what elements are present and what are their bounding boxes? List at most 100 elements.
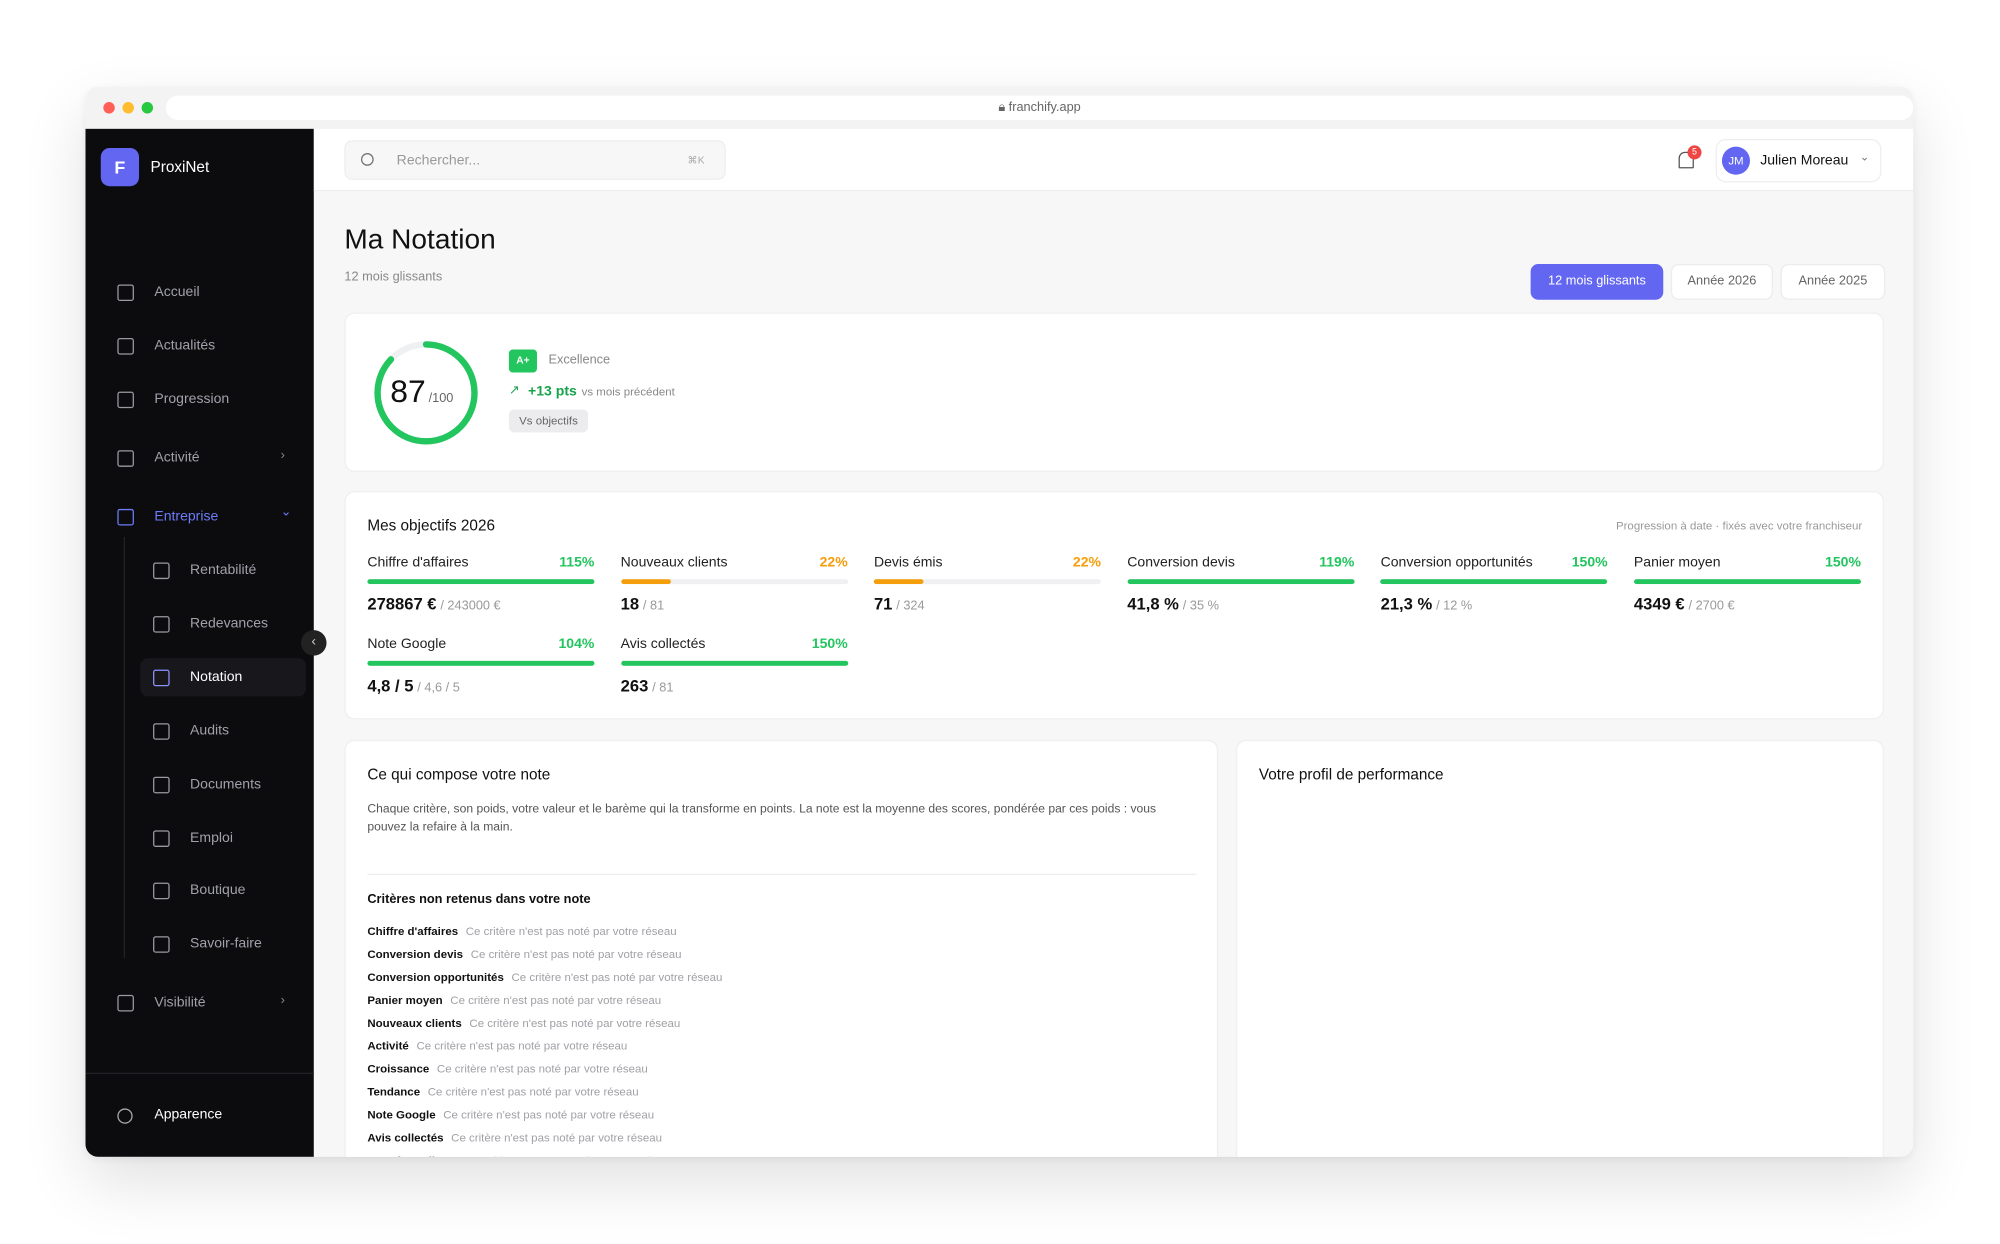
criterion: Croissance Ce critère n'est pas noté par … [367, 1056, 647, 1079]
objective-value: 18/ 81 [621, 594, 665, 613]
nav-item[interactable]: Documents [190, 776, 262, 793]
objective-progress: 104% [558, 636, 595, 652]
chevron: ⌄ [1859, 150, 1870, 164]
progress-track [620, 579, 848, 585]
target: / 4,6 / 5 [417, 681, 460, 696]
nav-item[interactable]: Visibilité [154, 994, 206, 1011]
value: 4349 € [1633, 594, 1685, 614]
divider [85, 1072, 314, 1074]
objective-name: Avis collectés [620, 636, 706, 652]
nav-item[interactable]: Notation [190, 669, 243, 685]
min-dot[interactable] [122, 102, 134, 114]
nav-item[interactable]: Entreprise [154, 508, 219, 525]
nav-item[interactable]: Redevances [190, 616, 269, 632]
max-dot[interactable] [141, 102, 154, 114]
nav-icon [117, 994, 134, 1012]
nav-item[interactable]: Accueil [154, 284, 200, 300]
progress-bar [367, 579, 595, 585]
active-bg [140, 658, 307, 697]
progress-track [873, 579, 1102, 585]
criterion-name: Conversion opportunités [367, 970, 504, 984]
nav-item[interactable]: Activité [154, 450, 200, 466]
nav-icon [117, 338, 134, 355]
profile-title: Votre profil de performance [1258, 765, 1444, 784]
compare-chip[interactable]: Vs objectifs [508, 409, 589, 433]
objective-value: 21,3 %/ 12 % [1381, 594, 1473, 613]
objective-value: 41,8 %/ 35 % [1127, 594, 1219, 613]
progress-track [1127, 579, 1355, 585]
nav-item[interactable]: Audits [190, 723, 230, 739]
target: / 81 [652, 681, 674, 696]
target: / 2700 € [1688, 599, 1735, 614]
ring-arc [374, 341, 478, 445]
criterion-note: Ce critère n'est pas noté par votre rése… [469, 1016, 681, 1030]
chevron: ⌄ [280, 505, 292, 520]
progress-track [620, 660, 848, 666]
nav-item[interactable]: Progression [154, 391, 230, 407]
period-tab[interactable]: Année 2026 [1670, 264, 1773, 300]
nav-item[interactable]: Rentabilité [190, 562, 257, 578]
page-subtitle: 12 mois glissants [344, 270, 443, 285]
criterion-note: Ce critère n'est pas noté par votre rése… [451, 1131, 663, 1145]
objective-value: 4349 €/ 2700 € [1634, 594, 1735, 613]
progress-bar [873, 579, 924, 585]
objective-progress: 22% [1072, 554, 1102, 571]
score-scale: /100 [428, 391, 454, 406]
criterion: Note Google Ce critère n'est pas noté par… [367, 1102, 654, 1125]
brand: ProxiNet [150, 158, 210, 177]
progress-track [1633, 579, 1861, 585]
nav-item[interactable]: Boutique [190, 882, 246, 898]
criterion-name: Nouveaux clients [367, 1016, 462, 1030]
progress-bar [620, 660, 848, 666]
period-tab[interactable]: Année 2025 [1780, 264, 1886, 300]
objective-name: Conversion opportunités [1380, 554, 1533, 571]
collapse-button[interactable]: ‹ [301, 630, 327, 656]
search[interactable]: Rechercher... ⌘K [344, 140, 726, 180]
criterion-name: Chiffre d'affaires [367, 924, 459, 938]
criterion: Enquêtes clients Ce critère n'est pas not… [367, 1148, 677, 1157]
objective-progress: 22% [819, 554, 848, 571]
appearance[interactable]: Apparence [154, 1107, 223, 1123]
nav-item[interactable]: Emploi [190, 830, 233, 846]
url-bar[interactable]: 🔒︎ franchify.app [165, 95, 1914, 120]
criterion: Avis collectés Ce critère n'est pas noté … [367, 1125, 662, 1148]
search-icon [360, 153, 374, 166]
nav-icon [153, 776, 170, 794]
nav-icon [153, 830, 170, 847]
user-name: Julien Moreau [1760, 153, 1849, 169]
nav-icon [153, 936, 170, 953]
close-dot[interactable] [103, 102, 115, 114]
brand-logo[interactable]: F [100, 147, 140, 187]
criterion-name: Panier moyen [367, 993, 443, 1007]
criterion-note: Ce critère n'est pas noté par votre rése… [450, 993, 662, 1007]
chevron: › [280, 448, 285, 464]
grade-label: Excellence [548, 353, 611, 368]
nav-item[interactable]: Actualités [154, 338, 216, 354]
nav-icon [117, 508, 134, 526]
score-card: 87 /100 A+ Excellence ↗ +13 pts vs mois … [344, 312, 1884, 472]
nav-icon [153, 616, 170, 633]
divider [367, 873, 1197, 875]
score: 87 [390, 373, 426, 410]
criterion: Conversion devis Ce critère n'est pas not… [367, 941, 681, 964]
nav-icon [117, 284, 134, 302]
trend-icon: ↗ [508, 383, 520, 398]
search-placeholder: Rechercher... [396, 153, 481, 169]
url: franchify.app [1008, 100, 1081, 115]
objective-name: Nouveaux clients [620, 554, 728, 571]
target: / 35 % [1182, 599, 1219, 614]
shortcut: ⌘K [687, 154, 705, 166]
page-title: Ma Notation [344, 223, 496, 256]
value: 18 [620, 594, 640, 614]
nav-item[interactable]: Savoir-faire [190, 936, 262, 952]
value: 4,8 / 5 [367, 676, 414, 696]
bell[interactable] [1678, 151, 1694, 169]
composition-card: Ce qui compose votre note Chaque critère… [344, 739, 1219, 1157]
objective-progress: 150% [811, 636, 848, 652]
user-menu[interactable]: JM Julien Moreau ⌄ [1715, 139, 1882, 183]
progress-bar [367, 660, 595, 666]
period-tab[interactable]: 12 mois glissants [1530, 264, 1664, 300]
nav-icon [153, 669, 170, 687]
nav-icon [153, 723, 170, 740]
